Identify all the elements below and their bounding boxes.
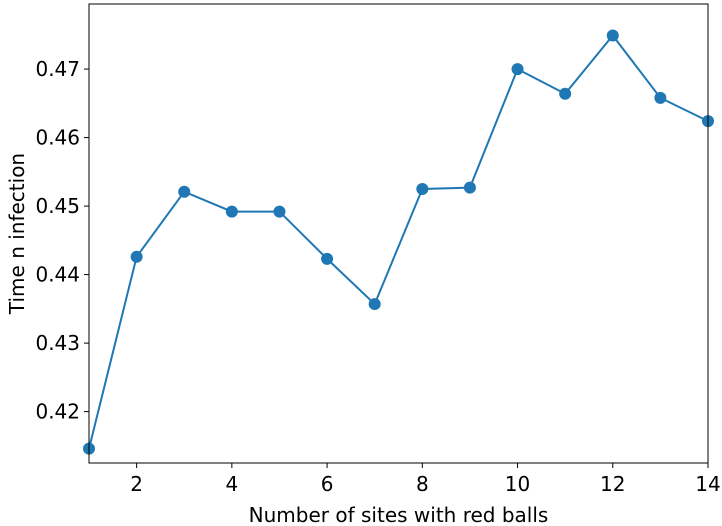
data-point (321, 252, 334, 265)
data-point (368, 298, 381, 311)
y-tick-label: 0.42 (35, 400, 80, 424)
series-group (83, 29, 714, 455)
y-tick-label: 0.47 (35, 57, 80, 81)
data-point (559, 87, 572, 100)
x-axis-label: Number of sites with red balls (249, 503, 549, 526)
plot-frame (88, 3, 709, 464)
x-tick-label: 12 (600, 472, 625, 496)
x-tick-label: 2 (130, 472, 143, 496)
data-point (416, 182, 429, 195)
x-tick-label: 8 (416, 472, 429, 496)
data-point (654, 91, 667, 104)
x-tick-label: 14 (695, 472, 720, 496)
axis-ticks: 2 4 6 8 10 12 14 0.42 0.43 0.44 0.45 0.46 0.47 (35, 57, 720, 496)
data-point (606, 29, 619, 42)
y-tick-label: 0.44 (35, 263, 80, 287)
y-tick-label: 0.45 (35, 194, 80, 218)
y-tick-label: 0.43 (35, 331, 80, 355)
data-point (273, 205, 286, 218)
x-tick-label: 4 (225, 472, 238, 496)
series-line (88, 33, 709, 449)
data-point (130, 250, 143, 263)
data-point (225, 205, 238, 218)
x-tick-label: 6 (321, 472, 334, 496)
data-point (463, 181, 476, 194)
x-tick-label: 10 (505, 472, 530, 496)
y-tick-label: 0.46 (35, 126, 80, 150)
data-point (511, 63, 524, 76)
data-point (178, 185, 191, 198)
y-axis-label: Time n infection (5, 153, 29, 315)
